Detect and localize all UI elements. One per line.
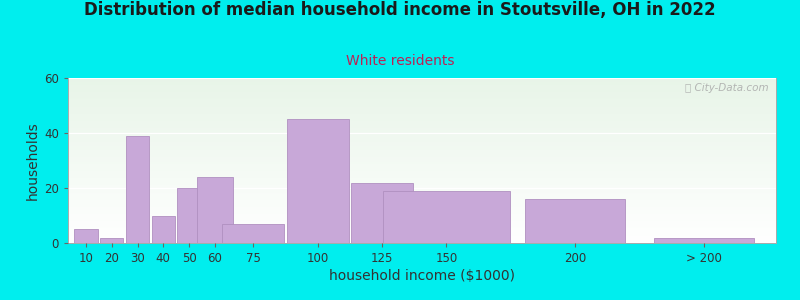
Bar [100,238,123,243]
Bar [74,229,98,243]
Bar [152,215,175,243]
Bar [197,177,233,243]
Bar [383,191,510,243]
X-axis label: household income ($1000): household income ($1000) [329,269,515,283]
Text: Distribution of median household income in Stoutsville, OH in 2022: Distribution of median household income … [84,2,716,20]
Bar [287,119,349,243]
Bar [126,136,149,243]
Bar [654,238,754,243]
Bar [525,199,626,243]
Bar [178,188,201,243]
Bar [351,182,413,243]
Y-axis label: households: households [26,121,40,200]
Text: ⓘ City-Data.com: ⓘ City-Data.com [686,83,769,93]
Bar [222,224,284,243]
Text: White residents: White residents [346,54,454,68]
